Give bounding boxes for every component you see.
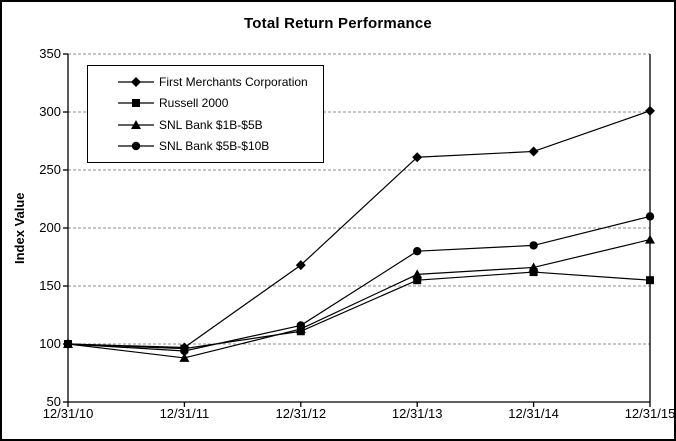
series-marker-square — [413, 276, 422, 285]
series-line-2 — [67, 239, 651, 359]
series-line-3 — [67, 215, 651, 352]
plot-area — [63, 53, 655, 407]
series-marker-diamond — [528, 146, 539, 157]
y-tick-label: 50 — [46, 394, 61, 409]
series-marker-diamond — [645, 105, 655, 116]
series-marker-circle — [63, 339, 73, 349]
series-marker-triangle — [179, 352, 190, 362]
y-tick-label: 350 — [39, 46, 61, 61]
series-marker-circle — [296, 321, 305, 330]
series-marker-triangle — [412, 269, 423, 279]
x-tick-label: 12/31/15 — [624, 406, 676, 421]
legend-label: SNL Bank $1B-$5B — [159, 117, 263, 132]
series-line-1 — [67, 271, 651, 350]
y-tick-label: 250 — [39, 162, 61, 177]
legend-item: SNL Bank $5B-$10B — [118, 139, 323, 153]
series-marker-diamond — [412, 152, 423, 163]
series-marker-circle — [529, 241, 538, 250]
legend-marker-square — [132, 99, 140, 108]
series-marker-triangle — [528, 262, 539, 272]
x-tick-label: 12/31/14 — [508, 406, 559, 421]
legend-label: First Merchants Corporation — [159, 74, 308, 89]
series-marker-square — [529, 268, 538, 277]
series-line-0 — [67, 110, 651, 349]
legend-item: First Merchants Corporation — [118, 75, 323, 89]
x-tick-label: 12/31/13 — [391, 406, 443, 421]
legend-item: Russell 2000 — [118, 96, 323, 110]
legend-label: SNL Bank $5B-$10B — [159, 139, 270, 154]
legend-marker-diamond — [131, 76, 141, 87]
legend-marker-diamond-icon — [118, 76, 154, 87]
legend-item: SNL Bank $1B-$5B — [118, 118, 323, 132]
legend-marker-circle-icon — [118, 142, 154, 151]
y-tick-label: 100 — [39, 336, 61, 351]
series-marker-circle — [180, 346, 189, 356]
x-tick-label: 12/31/10 — [42, 406, 94, 421]
x-tick-label: 12/31/11 — [159, 406, 210, 421]
legend-label: Russell 2000 — [159, 96, 229, 111]
legend-marker-circle — [131, 142, 141, 151]
legend-marker-triangle — [131, 119, 141, 129]
series-marker-triangle — [645, 234, 655, 244]
legend-marker-square-icon — [118, 99, 154, 108]
legend: First Merchants Corporation Russell 2000 S… — [87, 65, 324, 163]
chart-title: Total Return Performance — [244, 15, 432, 32]
series-marker-circle — [645, 212, 655, 221]
series-marker-square — [646, 276, 654, 285]
series-marker-circle — [413, 247, 422, 256]
series-marker-diamond — [295, 260, 306, 271]
y-tick-label: 300 — [39, 104, 61, 119]
y-tick-label: 150 — [39, 278, 61, 293]
legend-marker-triangle-icon — [118, 119, 154, 129]
y-tick-label: 200 — [39, 220, 61, 235]
x-tick-label: 12/31/12 — [275, 406, 327, 421]
